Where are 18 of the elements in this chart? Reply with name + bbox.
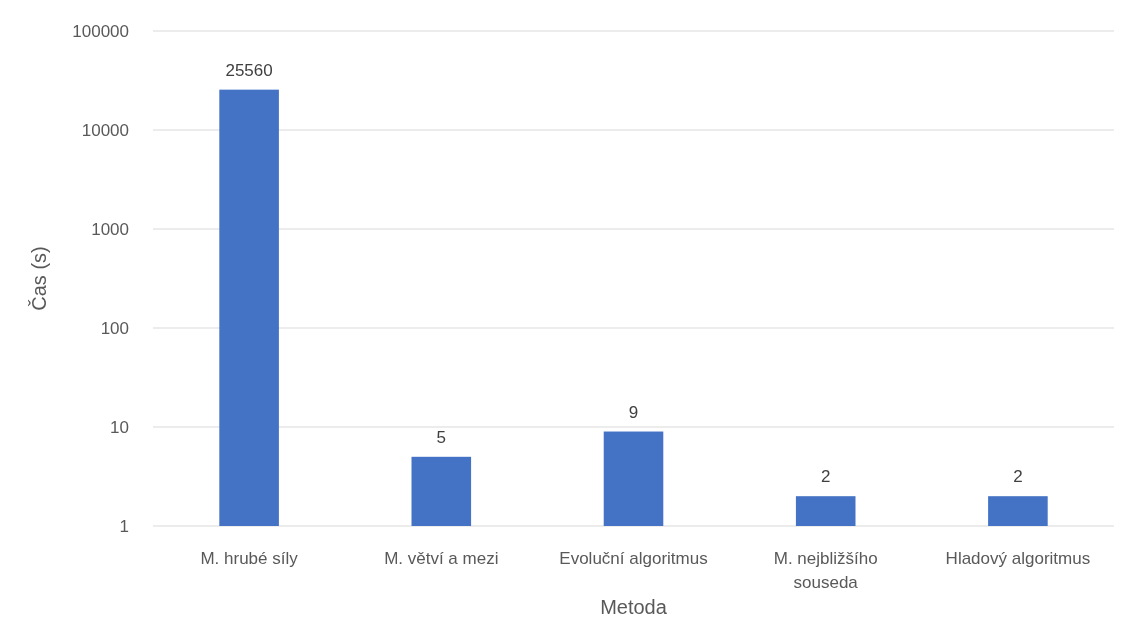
data-label: 2 (1013, 467, 1023, 487)
x-tick-label: M. hrubé síly (200, 549, 299, 568)
y-axis-title: Čas (s) (28, 246, 50, 311)
x-tick-label: M. nejbližšího souseda (773, 549, 878, 592)
x-tick-label: Hladový algoritmus (945, 549, 1091, 568)
y-tick-label: 100000 (72, 21, 129, 41)
data-label: 2 (820, 467, 831, 487)
y-tick-label: 1 (119, 516, 129, 536)
x-axis-title: Metoda (600, 596, 668, 618)
y-tick-label: 10000 (81, 120, 129, 140)
data-label: 9 (628, 402, 639, 422)
data-label: 25560 (225, 60, 273, 80)
y-tick-label: 1000 (91, 219, 129, 239)
data-label: 5 (436, 427, 447, 447)
y-tick-label: 10 (110, 417, 129, 437)
x-tick-label: Evoluční algoritmus (559, 549, 708, 568)
y-tick-label: 100 (100, 318, 129, 338)
x-tick-label: M. větví a mezi (384, 549, 499, 568)
